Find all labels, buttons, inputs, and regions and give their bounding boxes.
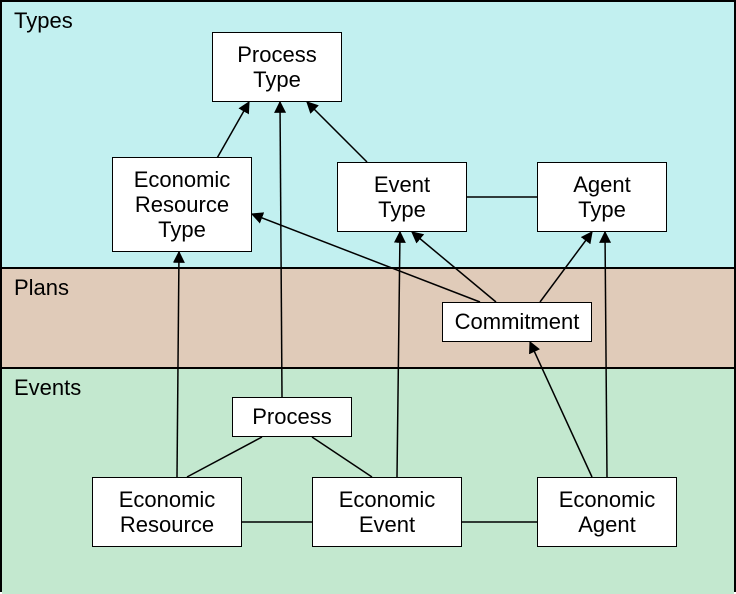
diagram-root: Types Plans Events Process Type Economic… (0, 0, 736, 592)
layer-label-plans: Plans (14, 275, 69, 301)
layer-plans: Plans (2, 267, 734, 367)
node-econ-agent: Economic Agent (537, 477, 677, 547)
node-agent-type: Agent Type (537, 162, 667, 232)
node-econ-event: Economic Event (312, 477, 462, 547)
layer-label-types: Types (14, 8, 73, 34)
layer-label-events: Events (14, 375, 81, 401)
node-econ-resource: Economic Resource (92, 477, 242, 547)
node-econ-res-type: Economic Resource Type (112, 157, 252, 252)
node-event-type: Event Type (337, 162, 467, 232)
node-commitment: Commitment (442, 302, 592, 342)
node-process-type: Process Type (212, 32, 342, 102)
node-process: Process (232, 397, 352, 437)
